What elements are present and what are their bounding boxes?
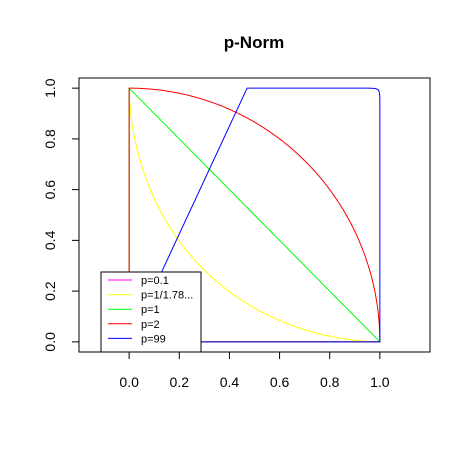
y-axis: 0.0 0.2 0.4 0.6 0.8 1.0 bbox=[42, 78, 80, 352]
y-tick-label: 0.2 bbox=[42, 281, 58, 301]
legend-label: p=0.1 bbox=[141, 275, 169, 287]
x-tick-label: 0.4 bbox=[220, 374, 240, 390]
y-tick-label: 0.4 bbox=[42, 230, 58, 250]
series-line-p=1 bbox=[128, 87, 381, 343]
chart-title: p-Norm bbox=[224, 33, 284, 52]
y-tick-label: 0.8 bbox=[42, 129, 58, 149]
legend-label: p=99 bbox=[141, 333, 166, 345]
y-tick-label: 0.6 bbox=[42, 180, 58, 200]
x-axis: 0.0 0.2 0.4 0.6 0.8 1.0 bbox=[119, 351, 390, 390]
legend-label: p=1 bbox=[141, 304, 160, 316]
y-tick-label: 1.0 bbox=[42, 78, 58, 98]
x-tick-label: 0.8 bbox=[320, 374, 340, 390]
x-tick-label: 1.0 bbox=[370, 374, 390, 390]
legend: p=0.1 p=1/1.78... p=1 p=2 p=99 bbox=[100, 271, 202, 353]
legend-label: p=1/1.78... bbox=[141, 290, 193, 302]
series-line-p=1/1.78... bbox=[128, 87, 381, 343]
x-tick-label: 0.0 bbox=[119, 374, 139, 390]
x-tick-label: 0.6 bbox=[270, 374, 290, 390]
series-layer bbox=[128, 87, 381, 343]
series-line-p=2 bbox=[128, 87, 381, 343]
x-tick-label: 0.2 bbox=[170, 374, 190, 390]
series-line-p=99 bbox=[128, 87, 381, 343]
y-tick-label: 0.0 bbox=[42, 332, 58, 352]
legend-label: p=2 bbox=[141, 319, 160, 331]
